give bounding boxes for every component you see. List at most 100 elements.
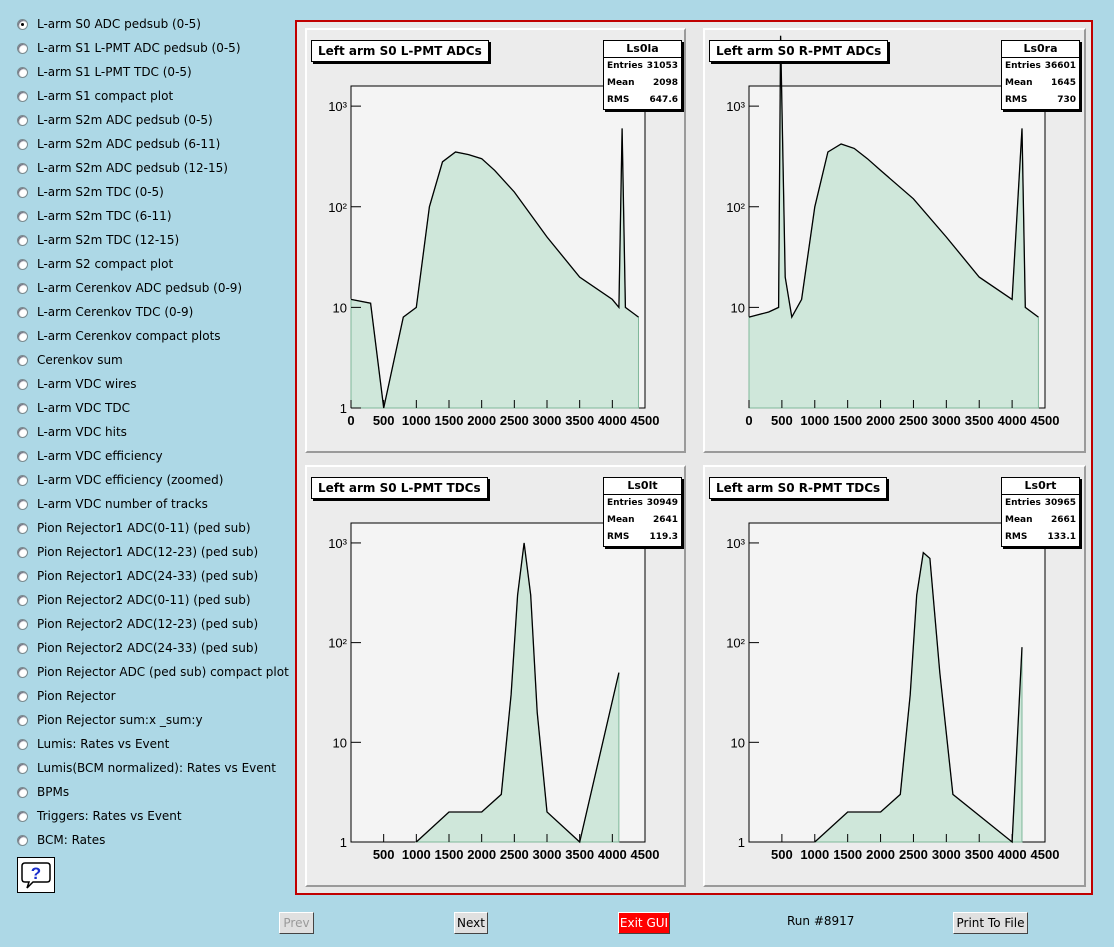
radio-button[interactable] (17, 90, 28, 102)
stats-mean-label: Mean (1005, 78, 1033, 88)
sidebar-radio-item[interactable]: L-arm Cerenkov ADC pedsub (0-9) (17, 278, 242, 298)
radio-label: L-arm S1 compact plot (37, 89, 174, 103)
radio-button[interactable] (17, 186, 28, 198)
sidebar-radio-item[interactable]: L-arm VDC efficiency (zoomed) (17, 470, 223, 490)
sidebar-radio-item[interactable]: Pion Rejector2 ADC(24-33) (ped sub) (17, 638, 258, 658)
radio-button[interactable] (17, 450, 28, 462)
radio-button[interactable] (17, 546, 28, 558)
radio-button[interactable] (17, 570, 28, 582)
help-button[interactable]: ? (17, 857, 55, 893)
radio-label: L-arm S2m TDC (0-5) (37, 185, 164, 199)
radio-button[interactable] (17, 474, 28, 486)
sidebar-radio-item[interactable]: BPMs (17, 782, 69, 802)
sidebar-radio-item[interactable]: L-arm Cerenkov TDC (0-9) (17, 302, 193, 322)
plot-pad-ls0ra: 0 500 1000 1500 2000 2500 3000 3500 4000 4500 10 10… (703, 28, 1086, 453)
sidebar-radio-item[interactable]: Cerenkov sum (17, 350, 123, 370)
stats-rms-label: RMS (607, 532, 630, 542)
prev-button[interactable]: Prev (279, 912, 314, 934)
sidebar-radio-item[interactable]: L-arm S1 L-PMT ADC pedsub (0-5) (17, 38, 241, 58)
sidebar-radio-item[interactable]: L-arm S1 L-PMT TDC (0-5) (17, 62, 192, 82)
sidebar-radio-item[interactable]: L-arm S2m TDC (0-5) (17, 182, 164, 202)
sidebar-radio-item[interactable]: L-arm S0 ADC pedsub (0-5) (17, 14, 201, 34)
sidebar-radio-item[interactable]: L-arm Cerenkov compact plots (17, 326, 221, 346)
stats-box: Ls0ra Entries 36601 Mean 1645 RMS 730 (1001, 40, 1080, 110)
sidebar-radio-item[interactable]: L-arm VDC hits (17, 422, 127, 442)
x-tick-label: 1500 (833, 847, 862, 862)
plot-pad-ls0la: 0 500 1000 1500 2000 2500 3000 3500 4000 4500 1 10 1… (305, 28, 686, 453)
stats-mean-value: 2661 (1050, 515, 1076, 525)
sidebar-radio-item[interactable]: L-arm S2m ADC pedsub (12-15) (17, 158, 228, 178)
x-tick-label: 3500 (965, 847, 994, 862)
radio-button[interactable] (17, 594, 28, 606)
sidebar-radio-item[interactable]: L-arm S1 compact plot (17, 86, 173, 106)
radio-button[interactable] (17, 498, 28, 510)
radio-button[interactable] (17, 402, 28, 414)
print-to-file-button[interactable]: Print To File (953, 912, 1028, 934)
stats-mean-label: Mean (607, 515, 635, 525)
radio-button[interactable] (17, 210, 28, 222)
radio-button[interactable] (17, 18, 28, 30)
radio-button[interactable] (17, 810, 28, 822)
sidebar-radio-item[interactable]: Pion Rejector1 ADC(0-11) (ped sub) (17, 518, 251, 538)
radio-button[interactable] (17, 306, 28, 318)
sidebar-radio-item[interactable]: L-arm S2m ADC pedsub (6-11) (17, 134, 220, 154)
stats-mean-value: 1645 (1050, 78, 1076, 88)
sidebar-radio-item[interactable]: Lumis: Rates vs Event (17, 734, 169, 754)
sidebar-radio-item[interactable]: Pion Rejector sum:x _sum:y (17, 710, 203, 730)
x-tick-label: 0 (745, 413, 752, 428)
radio-label: L-arm VDC number of tracks (37, 497, 208, 511)
radio-button[interactable] (17, 426, 28, 438)
sidebar-radio-item[interactable]: L-arm VDC wires (17, 374, 136, 394)
sidebar-radio-item[interactable]: BCM: Rates (17, 830, 105, 850)
sidebar-radio-item[interactable]: L-arm VDC number of tracks (17, 494, 208, 514)
radio-button[interactable] (17, 762, 28, 774)
next-button[interactable]: Next (454, 912, 488, 934)
stats-mean-value: 2098 (652, 78, 678, 88)
radio-button[interactable] (17, 738, 28, 750)
radio-button[interactable] (17, 42, 28, 54)
radio-button[interactable] (17, 114, 28, 126)
x-tick-label: 1000 (402, 413, 431, 428)
sidebar-radio-item[interactable]: L-arm S2m TDC (12-15) (17, 230, 179, 250)
radio-button[interactable] (17, 834, 28, 846)
radio-button[interactable] (17, 162, 28, 174)
radio-button[interactable] (17, 522, 28, 534)
radio-label: L-arm Cerenkov compact plots (37, 329, 221, 343)
radio-button[interactable] (17, 786, 28, 798)
sidebar-radio-item[interactable]: Pion Rejector2 ADC(12-23) (ped sub) (17, 614, 258, 634)
radio-button[interactable] (17, 234, 28, 246)
sidebar-radio-item[interactable]: Pion Rejector (17, 686, 116, 706)
sidebar-radio-item[interactable]: Pion Rejector1 ADC(12-23) (ped sub) (17, 542, 258, 562)
radio-button[interactable] (17, 354, 28, 366)
sidebar-radio-item[interactable]: Pion Rejector1 ADC(24-33) (ped sub) (17, 566, 258, 586)
sidebar-radio-item[interactable]: Triggers: Rates vs Event (17, 806, 182, 826)
y-tick-label: 10 (333, 735, 347, 750)
radio-button[interactable] (17, 690, 28, 702)
radio-button[interactable] (17, 282, 28, 294)
sidebar-radio-item[interactable]: L-arm VDC efficiency (17, 446, 163, 466)
radio-button[interactable] (17, 66, 28, 78)
radio-button[interactable] (17, 666, 28, 678)
exit-gui-button[interactable]: Exit GUI (618, 912, 670, 934)
sidebar-radio-item[interactable]: L-arm S2m ADC pedsub (0-5) (17, 110, 213, 130)
sidebar-radio-item[interactable]: Lumis(BCM normalized): Rates vs Event (17, 758, 276, 778)
radio-button[interactable] (17, 642, 28, 654)
radio-label: Pion Rejector2 ADC(0-11) (ped sub) (37, 593, 251, 607)
radio-button[interactable] (17, 258, 28, 270)
sidebar-radio-item[interactable]: L-arm S2 compact plot (17, 254, 173, 274)
radio-button[interactable] (17, 378, 28, 390)
sidebar-radio-item[interactable]: Pion Rejector ADC (ped sub) compact plot (17, 662, 289, 682)
stats-entries-label: Entries (607, 498, 643, 508)
stats-entries-value: 30965 (1044, 498, 1076, 508)
radio-button[interactable] (17, 138, 28, 150)
sidebar-radio-item[interactable]: L-arm VDC TDC (17, 398, 130, 418)
radio-button[interactable] (17, 714, 28, 726)
radio-label: L-arm S2m ADC pedsub (12-15) (37, 161, 228, 175)
run-number: Run #8917 (787, 914, 855, 928)
stats-rms-label: RMS (1005, 95, 1028, 105)
radio-button[interactable] (17, 330, 28, 342)
sidebar-radio-item[interactable]: Pion Rejector2 ADC(0-11) (ped sub) (17, 590, 251, 610)
y-tick-label: 10³ (726, 99, 745, 114)
sidebar-radio-item[interactable]: L-arm S2m TDC (6-11) (17, 206, 172, 226)
radio-button[interactable] (17, 618, 28, 630)
